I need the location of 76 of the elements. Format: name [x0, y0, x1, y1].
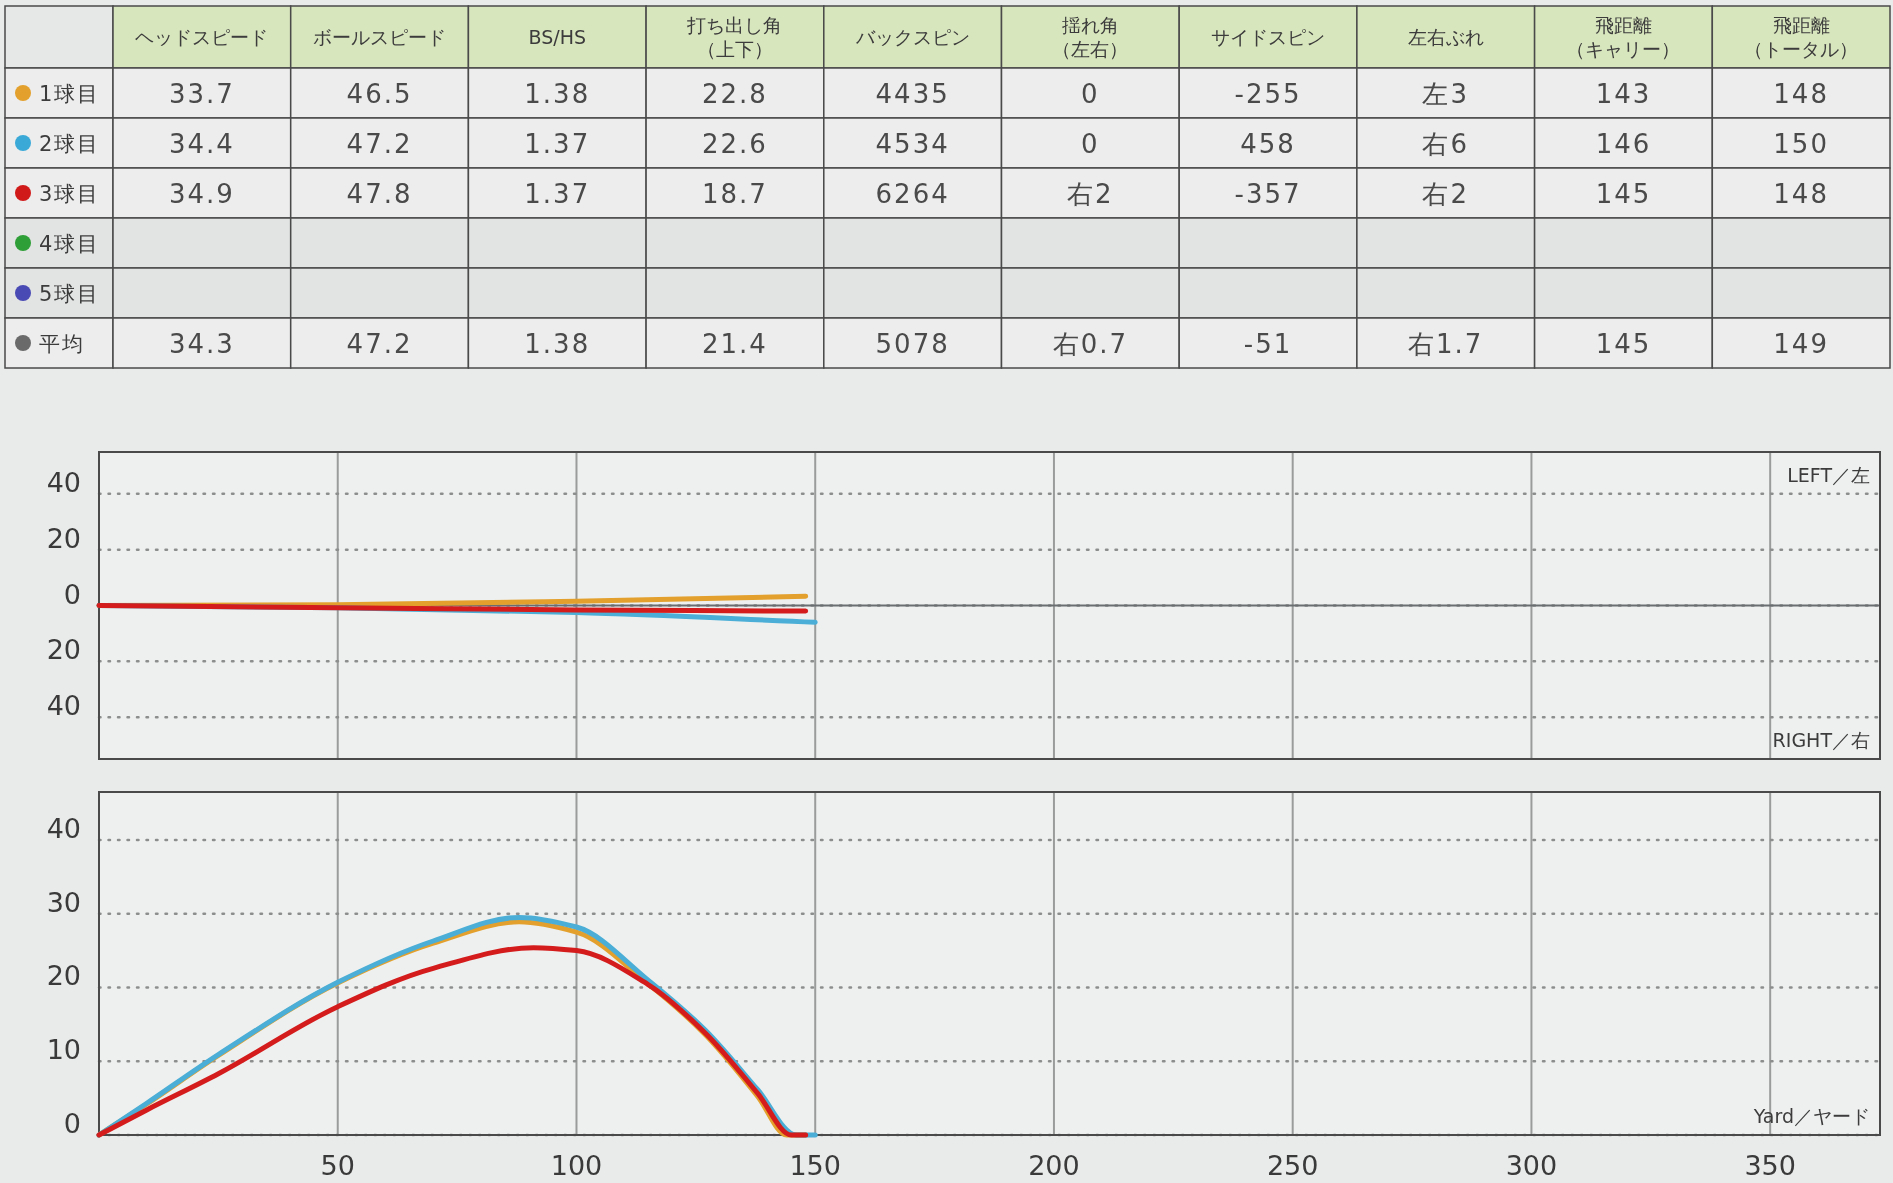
x-tick-label: 揺れ角（左右） — [1052, 14, 1129, 60]
data-label: 145 — [1595, 179, 1652, 209]
data-label: 34.4 — [168, 129, 235, 159]
x-tick-label: 飛距離（キャリー） — [1566, 14, 1681, 60]
y-tick-label: 1球目 — [39, 82, 101, 106]
data-label: 21.4 — [702, 329, 768, 359]
x-tick-label: 250 — [1266, 1150, 1319, 1181]
annotation: 右1.7 — [1408, 329, 1484, 359]
annotation: 右2 — [1067, 179, 1114, 209]
x-tick-label: サイドスピン — [1211, 26, 1326, 48]
data-label: 34.9 — [168, 179, 235, 209]
data-label: 0 — [1081, 79, 1100, 109]
x-axis-title: Yard／ヤード — [1752, 1105, 1870, 1127]
data-label: 143 — [1595, 79, 1652, 109]
data-label: 1.38 — [524, 79, 591, 109]
data-label: 149 — [1773, 329, 1829, 359]
y-tick-label: 20 — [46, 960, 81, 992]
y-tick-label: 平均 — [39, 332, 85, 356]
data-label: 33.7 — [168, 79, 235, 109]
x-tick-label: ヘッドスピード — [135, 26, 269, 48]
x-tick-label: 200 — [1028, 1150, 1080, 1181]
y-tick-label: 20 — [46, 522, 81, 554]
annotation: 右6 — [1422, 129, 1470, 159]
data-label: 145 — [1595, 329, 1652, 359]
x-tick-label: 350 — [1744, 1150, 1796, 1181]
annotation: 右0.7 — [1052, 329, 1129, 359]
x-tick-label: 100 — [550, 1150, 603, 1181]
x-tick-label: ボールスピード — [313, 26, 447, 48]
y-tick-label: 20 — [46, 634, 81, 666]
y-tick-label: 4球目 — [39, 232, 101, 256]
annotation: 左3 — [1422, 79, 1470, 109]
data-label: -357 — [1234, 179, 1302, 209]
data-label: 148 — [1773, 79, 1829, 109]
annotation: 右2 — [1422, 179, 1470, 209]
data-label: 6264 — [875, 179, 950, 209]
annotation: RIGHT／右 — [1772, 729, 1870, 751]
y-tick-label: 40 — [46, 812, 81, 844]
y-tick-label: 2球目 — [39, 132, 101, 156]
data-label: 22.8 — [702, 79, 768, 109]
data-label: 1.37 — [524, 179, 591, 209]
data-label: 146 — [1595, 129, 1652, 159]
x-tick-label: 飛距離（トータル） — [1744, 14, 1859, 60]
data-label: 47.2 — [346, 129, 413, 159]
data-label: 458 — [1240, 129, 1296, 159]
data-label: 1.37 — [524, 129, 591, 159]
data-label: 4435 — [875, 79, 950, 109]
y-tick-label: 30 — [46, 886, 81, 918]
x-tick-label: バックスピン — [854, 26, 970, 48]
x-tick-label: 左右ぶれ — [1407, 26, 1484, 48]
data-label: -51 — [1243, 329, 1293, 359]
x-tick-label: 50 — [320, 1150, 355, 1181]
y-tick-label: 40 — [46, 690, 81, 722]
data-label: 5078 — [875, 329, 950, 359]
data-label: 150 — [1773, 129, 1829, 159]
y-tick-label: 0 — [63, 578, 81, 610]
data-label: 148 — [1773, 179, 1829, 209]
y-tick-label: 40 — [46, 466, 81, 498]
data-label: 34.3 — [168, 329, 235, 359]
data-label: 18.7 — [702, 179, 768, 209]
annotation: LEFT／左 — [1787, 464, 1870, 486]
data-label: 0 — [1081, 129, 1100, 159]
data-label: 1.38 — [524, 329, 591, 359]
x-tick-label: BS/HS — [528, 26, 587, 48]
data-label: 22.6 — [702, 129, 768, 159]
y-tick-label: 5球目 — [39, 282, 101, 306]
y-tick-label: 3球目 — [39, 182, 101, 206]
data-label: 47.8 — [346, 179, 413, 209]
data-label: 46.5 — [346, 79, 413, 109]
y-tick-label: 10 — [46, 1034, 81, 1066]
x-tick-label: 打ち出し角（上下） — [686, 14, 783, 60]
data-label: 47.2 — [346, 329, 413, 359]
x-tick-label: 150 — [789, 1150, 841, 1181]
y-tick-label: 0 — [63, 1108, 81, 1139]
data-label: -255 — [1234, 79, 1302, 109]
x-tick-label: 300 — [1505, 1150, 1558, 1181]
data-label: 4534 — [875, 129, 950, 159]
